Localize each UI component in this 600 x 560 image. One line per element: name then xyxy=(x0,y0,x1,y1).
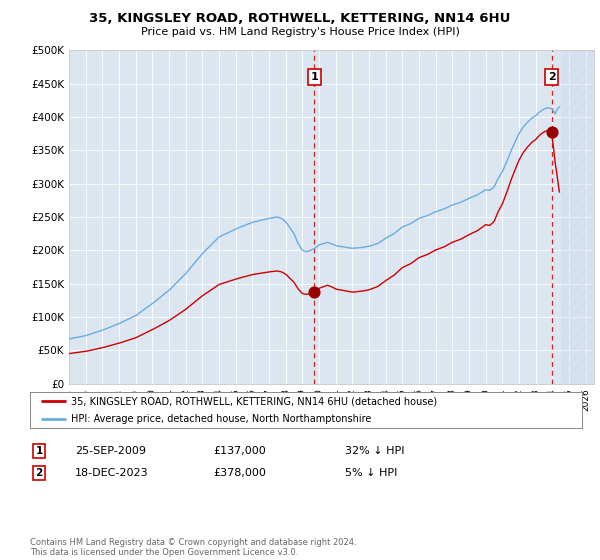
Text: £137,000: £137,000 xyxy=(213,446,266,456)
Point xyxy=(547,127,556,136)
Text: £378,000: £378,000 xyxy=(213,468,266,478)
Text: 35, KINGSLEY ROAD, ROTHWELL, KETTERING, NN14 6HU: 35, KINGSLEY ROAD, ROTHWELL, KETTERING, … xyxy=(89,12,511,25)
Point xyxy=(310,288,319,297)
Text: 2: 2 xyxy=(35,468,43,478)
Text: 2: 2 xyxy=(548,72,556,82)
Text: 1: 1 xyxy=(35,446,43,456)
Text: 18-DEC-2023: 18-DEC-2023 xyxy=(75,468,149,478)
Text: Price paid vs. HM Land Registry's House Price Index (HPI): Price paid vs. HM Land Registry's House … xyxy=(140,27,460,37)
Bar xyxy=(560,50,594,384)
Text: 32% ↓ HPI: 32% ↓ HPI xyxy=(345,446,404,456)
Text: Contains HM Land Registry data © Crown copyright and database right 2024.
This d: Contains HM Land Registry data © Crown c… xyxy=(30,538,356,557)
Text: 1: 1 xyxy=(311,72,319,82)
Text: HPI: Average price, detached house, North Northamptonshire: HPI: Average price, detached house, Nort… xyxy=(71,414,372,424)
Text: 35, KINGSLEY ROAD, ROTHWELL, KETTERING, NN14 6HU (detached house): 35, KINGSLEY ROAD, ROTHWELL, KETTERING, … xyxy=(71,396,437,406)
Text: 25-SEP-2009: 25-SEP-2009 xyxy=(75,446,146,456)
Text: 5% ↓ HPI: 5% ↓ HPI xyxy=(345,468,397,478)
